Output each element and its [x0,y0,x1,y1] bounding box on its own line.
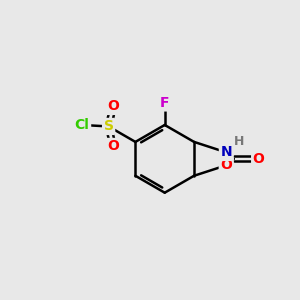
Text: O: O [220,158,232,172]
Text: O: O [107,99,119,113]
Text: H: H [233,135,244,148]
Text: O: O [107,140,119,154]
Text: Cl: Cl [75,118,90,132]
Text: N: N [220,146,232,159]
Text: F: F [160,96,169,110]
Text: S: S [103,119,114,134]
Text: O: O [253,152,265,166]
